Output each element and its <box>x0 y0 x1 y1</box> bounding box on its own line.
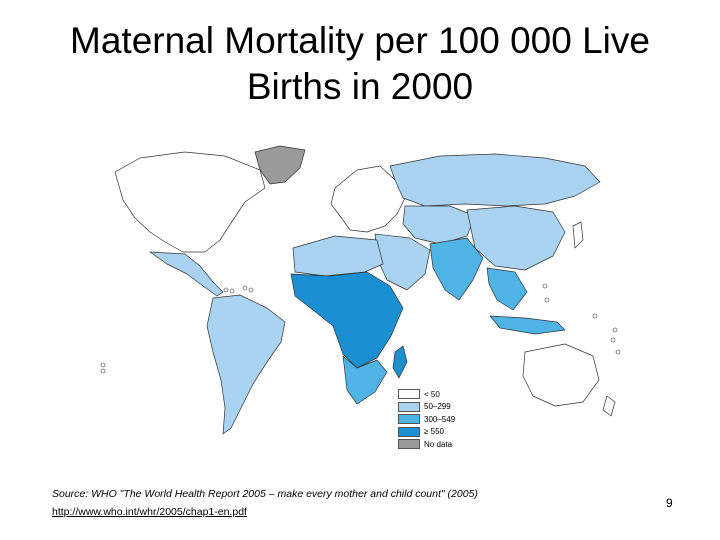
legend-swatch <box>398 401 420 412</box>
region-north-america <box>114 151 266 253</box>
region-sub-saharan-africa <box>290 271 404 369</box>
legend-swatch <box>398 426 420 437</box>
region-north-africa <box>292 235 384 277</box>
legend-label: No data <box>424 439 453 449</box>
region-japan <box>572 221 584 249</box>
title-line-2: Births in 2000 <box>246 66 474 107</box>
page-number: 9 <box>666 496 673 510</box>
region-greenland <box>254 145 306 185</box>
title-line-1: Maternal Mortality per 100 000 Live <box>70 20 650 61</box>
map-legend: < 50 50–299 300–549 ≥ 550 No data <box>398 388 455 451</box>
legend-swatch <box>398 389 420 400</box>
region-australia <box>522 343 600 407</box>
source-link[interactable]: http://www.who.int/whr/2005/chap1-en.pdf <box>52 506 247 518</box>
region-europe <box>330 165 406 233</box>
legend-item: < 50 <box>398 388 455 401</box>
legend-label: 300–549 <box>424 414 456 424</box>
legend-label: 50–299 <box>424 402 451 412</box>
region-east-asia <box>466 205 566 271</box>
legend-item: ≥ 550 <box>398 426 455 439</box>
world-map <box>95 140 630 480</box>
region-south-america <box>206 294 286 435</box>
legend-swatch <box>398 439 420 450</box>
region-indonesia <box>489 315 566 335</box>
region-madagascar <box>392 345 408 379</box>
source-citation: Source: WHO "The World Health Report 200… <box>52 488 478 500</box>
region-russia <box>389 153 601 207</box>
region-south-asia <box>429 237 484 301</box>
legend-label: < 50 <box>424 389 440 399</box>
region-central-america <box>149 251 224 297</box>
slide-title: Maternal Mortality per 100 000 Live Birt… <box>40 18 680 110</box>
region-southeast-asia <box>486 267 528 311</box>
island-markers <box>100 283 621 374</box>
region-new-zealand <box>602 395 616 417</box>
legend-swatch <box>398 414 420 425</box>
region-southern-africa <box>342 355 388 405</box>
legend-item: 300–549 <box>398 413 455 426</box>
legend-item: 50–299 <box>398 401 455 414</box>
legend-item: No data <box>398 438 455 451</box>
legend-label: ≥ 550 <box>424 427 444 437</box>
